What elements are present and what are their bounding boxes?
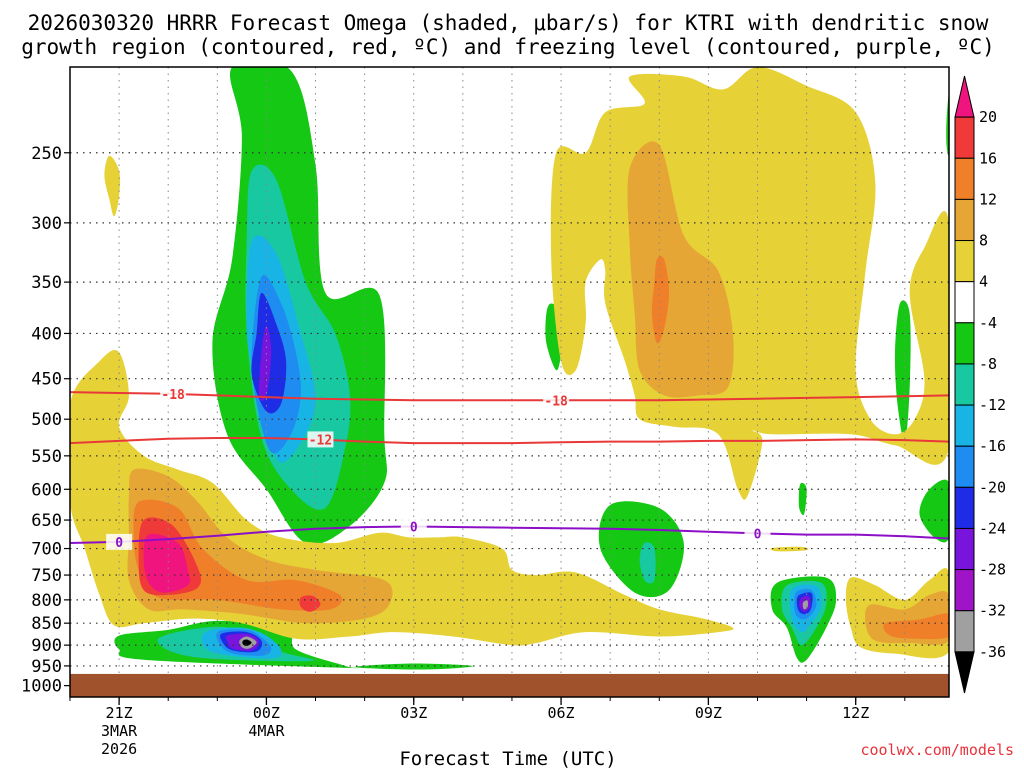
contour-lines: -18 -18 -12 0 0 0	[70, 385, 949, 551]
x-tick-date: 3MAR	[101, 722, 138, 740]
chart-title-line1: 2026030320 HRRR Forecast Omega (shaded, …	[28, 11, 989, 35]
isotherm--18-label-bg	[543, 392, 570, 409]
colorbar-label: -12	[979, 396, 1006, 414]
colorbar-swatch	[954, 527, 975, 571]
colorbar-bottom-triangle	[954, 651, 975, 694]
y-tick-label: 600	[31, 480, 62, 500]
y-tick-label: 950	[31, 657, 62, 677]
colorbar-swatch	[954, 157, 975, 200]
y-tick-label: 750	[31, 566, 62, 586]
plot-frame	[69, 66, 950, 698]
freezing-level-label: 0	[754, 527, 762, 542]
omega-region-pos-12	[883, 613, 949, 640]
omega-region-neg-25	[798, 482, 807, 516]
isotherm--12-label-bg	[307, 431, 334, 448]
y-tick-label: 250	[31, 144, 62, 164]
colorbar-label: 12	[979, 190, 997, 208]
freezing-level-label-bg	[106, 533, 133, 550]
colorbar-legend: 20 16 12 8 4 -4 -8 -12 -16 -20 -24 -28 -32 -36	[954, 75, 1006, 694]
x-tick-label: 12Z	[842, 704, 869, 722]
colorbar-label: 8	[979, 232, 988, 250]
omega-region-neg-27	[919, 479, 949, 543]
y-tick-label: 700	[31, 540, 62, 560]
colorbar-swatch	[954, 404, 975, 447]
credit-text[interactable]: coolwx.com/models	[860, 741, 1014, 759]
colorbar-swatch	[954, 322, 975, 365]
y-axis: 2503003504004505005506006507007508008509…	[21, 144, 70, 697]
colorbar-label: 4	[979, 273, 988, 291]
freezing-level-label-bg	[400, 518, 427, 535]
colorbar-swatch	[954, 610, 975, 653]
colorbar-label: -28	[979, 561, 1006, 579]
y-tick-label: 650	[31, 511, 62, 531]
y-tick-label: 300	[31, 214, 62, 234]
grid-lines	[70, 67, 949, 697]
x-tick-label: 09Z	[695, 704, 722, 722]
x-tick-label: 00Z	[253, 704, 280, 722]
colorbar-label: -36	[979, 643, 1006, 661]
y-tick-label: 500	[31, 410, 62, 430]
x-tick-label: 06Z	[548, 704, 575, 722]
colorbar-label: -4	[979, 314, 997, 332]
colorbar-label: 16	[979, 149, 997, 167]
isotherm--12-line	[70, 437, 949, 445]
colorbar-swatch	[954, 569, 975, 612]
y-tick-label: 350	[31, 273, 62, 293]
freezing-level-label: 0	[115, 536, 123, 551]
x-tick-label: 21Z	[106, 704, 133, 722]
omega-region-pos-3	[651, 255, 670, 344]
omega-region-neg-26	[894, 300, 911, 442]
chart-title-line2: growth region (contoured, red, ºC) and f…	[21, 35, 995, 59]
y-tick-label: 400	[31, 324, 62, 344]
x-tick-year: 2026	[101, 740, 137, 758]
isotherm--18-label: -18	[161, 388, 185, 403]
y-tick-label: 450	[31, 370, 62, 390]
freezing-level-label: 0	[410, 521, 418, 536]
freezing-level-line	[70, 525, 949, 544]
colorbar-label: 20	[979, 108, 997, 126]
x-tick-date: 4MAR	[248, 722, 285, 740]
colorbar-label: -16	[979, 437, 1006, 455]
x-axis-title: Forecast Time (UTC)	[399, 748, 616, 768]
y-tick-label: 550	[31, 447, 62, 467]
colorbar-swatch	[954, 486, 975, 529]
omega-positive-shading	[70, 67, 949, 659]
freezing-level-label-bg	[744, 525, 771, 542]
isotherm--18-label-bg	[160, 385, 187, 402]
omega-region-pos-0	[104, 155, 121, 217]
x-tick-label: 03Z	[400, 704, 427, 722]
colorbar-swatch	[954, 363, 975, 406]
y-tick-label: 900	[31, 636, 62, 656]
colorbar-swatch	[954, 281, 975, 324]
colorbar-swatch	[954, 116, 975, 159]
colorbar-label: -20	[979, 478, 1006, 496]
colorbar-label: -32	[979, 602, 1006, 620]
plot-area: -18 -18 -12 0 0 0	[70, 67, 949, 697]
colorbar-swatch	[954, 240, 975, 283]
isotherm--12-label: -12	[309, 433, 332, 448]
colorbar-label: -24	[979, 519, 1006, 537]
ground-surface	[70, 673, 949, 697]
isotherm--18-line	[70, 391, 949, 402]
y-tick-label: 800	[31, 591, 62, 611]
colorbar-swatch	[954, 198, 975, 242]
y-tick-label: 1000	[21, 677, 62, 697]
omega-region-neg-17	[639, 542, 656, 584]
omega-region-neg-14	[242, 639, 252, 647]
colorbar-swatch	[954, 445, 975, 488]
colorbar-label: -8	[979, 355, 997, 373]
isotherm--18-label: -18	[544, 394, 568, 409]
omega-region-pos-13	[770, 546, 809, 552]
omega-region-neg-5	[258, 325, 272, 401]
y-tick-label: 850	[31, 614, 62, 634]
